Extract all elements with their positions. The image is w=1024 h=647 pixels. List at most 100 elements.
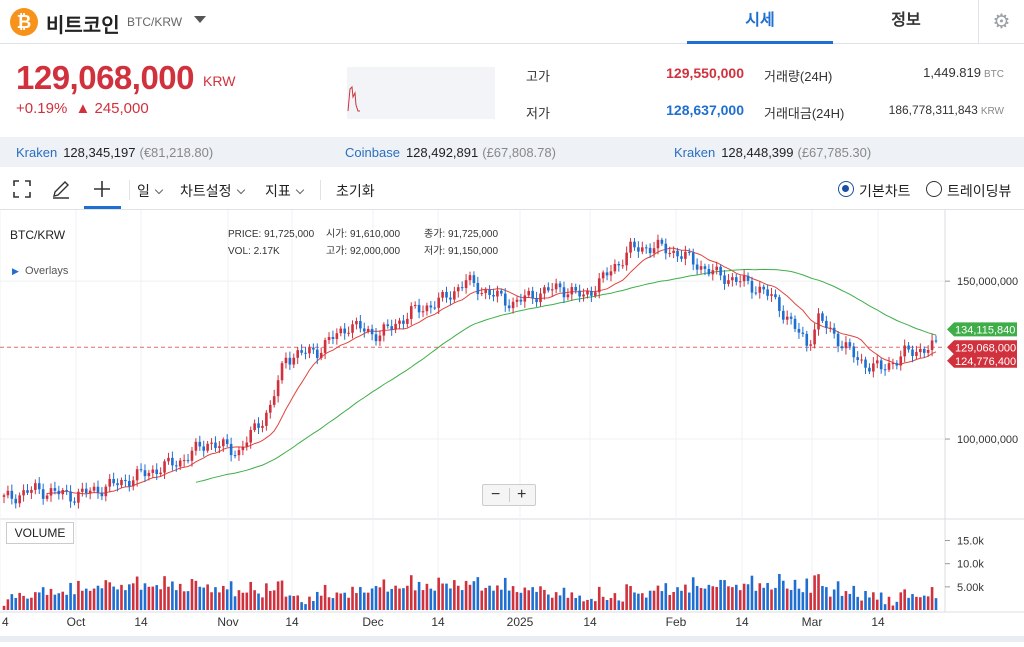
amount-24h-label: 거래대금(24H): [764, 106, 845, 121]
volume-bar: [660, 591, 664, 610]
candle-body: [895, 363, 899, 366]
candle-body: [711, 270, 715, 275]
gear-icon[interactable]: ⚙: [978, 0, 1024, 44]
volume-bar: [496, 585, 499, 610]
candle-body: [327, 336, 331, 341]
candle-body: [809, 344, 812, 346]
candle-body: [503, 293, 507, 306]
ohlc-value: 91,610,000: [349, 229, 401, 240]
candle-body: [437, 297, 440, 308]
candle-body: [225, 439, 229, 444]
chevron-down-icon: [154, 185, 164, 195]
candle-body: [648, 247, 652, 254]
crosshair-icon[interactable]: [91, 179, 113, 201]
exchange-item: Kraken 128,448,399 (£67,785.30): [674, 145, 871, 160]
tab-price[interactable]: 시세: [687, 0, 833, 44]
candle-body: [785, 316, 789, 320]
candle-body: [762, 286, 765, 290]
volume-bar: [143, 583, 147, 610]
candle-body: [65, 490, 68, 492]
candle-body: [770, 294, 773, 296]
overlays-toggle[interactable]: ▶ Overlays: [12, 265, 68, 277]
candle-body: [496, 290, 499, 297]
x-tick-label: 2025: [507, 615, 534, 629]
candle-body: [738, 281, 742, 283]
volume-bar: [327, 597, 331, 610]
fullscreen-icon[interactable]: [11, 179, 33, 201]
zoom-out-button[interactable]: −: [491, 486, 501, 503]
radio-basic-chart[interactable]: [838, 181, 854, 197]
volume-bar: [664, 583, 668, 610]
volume-bar: [527, 590, 531, 610]
coin-pair[interactable]: BTC/KRW: [127, 15, 183, 29]
price-chart[interactable]: 4 Oct 14 Nov 14 Dec 14 2025 14 Feb 14 Mar 14 150,000,…: [0, 210, 1024, 642]
x-tick-label: 4: [2, 615, 9, 629]
candlestick-chart[interactable]: 4 Oct 14 Nov 14 Dec 14 2025 14 Feb 14 Mar 14 150,000,…: [0, 210, 1024, 642]
volume-bar: [915, 596, 918, 610]
volume-bar: [582, 601, 585, 610]
candle-body: [468, 275, 472, 281]
top-bar: ₿ 비트코인 BTC/KRW 시세 정보 ⚙: [0, 0, 1024, 44]
candle-body: [836, 333, 840, 347]
volume-24h-label: 거래량(24H): [764, 69, 833, 84]
volume-bar: [594, 601, 597, 610]
candle-body: [915, 352, 918, 356]
volume-bar: [104, 580, 108, 610]
candle-body: [296, 350, 299, 358]
bottom-scroll-strip[interactable]: [0, 636, 1024, 642]
exchange-name[interactable]: Kraken: [16, 145, 58, 160]
zoom-in-button[interactable]: +: [517, 486, 527, 503]
exchange-item: Kraken 128,345,197 (€81,218.80): [16, 145, 213, 160]
volume-bar: [621, 601, 625, 610]
reset-button[interactable]: 초기화: [336, 183, 375, 199]
period-select[interactable]: 일: [137, 181, 164, 201]
candle-body: [500, 290, 503, 294]
candle-body: [832, 327, 836, 334]
candle-body: [543, 287, 546, 294]
indicators-menu[interactable]: 지표: [265, 181, 305, 201]
volume-bar: [441, 583, 444, 610]
candle-body: [848, 342, 852, 347]
zoom-divider: [509, 488, 510, 502]
candle-body: [883, 369, 887, 371]
chart-settings-menu[interactable]: 차트설정: [180, 181, 245, 201]
candle-body: [899, 356, 903, 366]
candle-body: [637, 247, 640, 252]
volume-bar: [128, 584, 131, 610]
candle-body: [781, 310, 785, 320]
volume-bar: [265, 583, 268, 610]
period-label: 일: [137, 183, 150, 199]
volume-bar: [480, 590, 484, 610]
volume-bar: [147, 586, 151, 610]
indicators-label: 지표: [265, 183, 291, 199]
candle-body: [355, 320, 358, 325]
volume-bar: [825, 587, 828, 610]
volume-bar: [163, 576, 166, 610]
volume-bar: [550, 597, 554, 610]
exchange-name[interactable]: Kraken: [674, 145, 716, 160]
radio-tradingview[interactable]: [926, 181, 942, 197]
candle-body: [523, 295, 527, 302]
exchange-name[interactable]: Coinbase: [345, 145, 400, 160]
radio-tradingview-label[interactable]: 트레이딩뷰: [947, 183, 1012, 199]
volume-bar: [554, 592, 558, 610]
candle-body: [394, 323, 397, 330]
ohlc-price: PRICE: 91,725,000: [228, 226, 318, 244]
coin-dropdown-icon[interactable]: [194, 16, 206, 23]
volume-bar: [648, 590, 652, 610]
pencil-icon[interactable]: [50, 179, 72, 201]
tab-info[interactable]: 정보: [891, 12, 921, 29]
candle-body: [237, 450, 241, 456]
volume-24h-unit: BTC: [984, 69, 1004, 80]
candle-body: [750, 280, 754, 293]
candle-body: [727, 280, 730, 284]
volume-bar: [210, 592, 213, 610]
radio-basic-chart-label[interactable]: 기본차트: [859, 183, 911, 199]
coin-name[interactable]: 비트코인: [46, 15, 120, 37]
candle-body: [163, 461, 166, 473]
volume-bar: [817, 574, 820, 610]
amount-24h-unit: KRW: [980, 106, 1004, 117]
volume-bar: [899, 592, 903, 610]
candle-body: [609, 271, 613, 276]
price-summary: 129,068,000 KRW +0.19% ▲ 245,000 고가 129,…: [0, 45, 1024, 137]
